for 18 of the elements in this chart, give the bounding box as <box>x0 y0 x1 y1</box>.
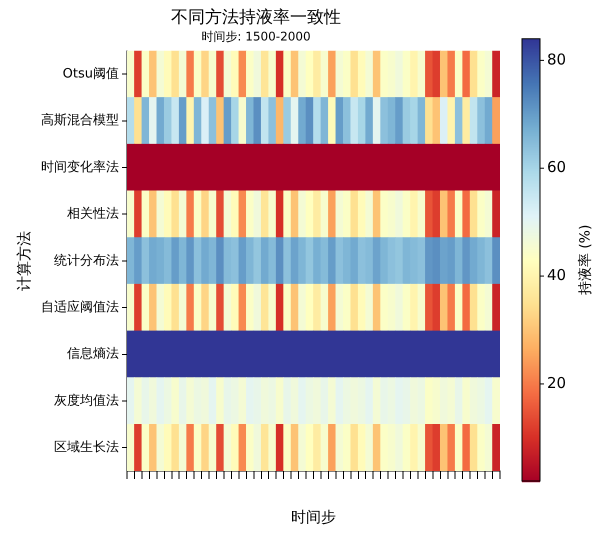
y-tick-label: 灰度均值法 <box>54 392 119 408</box>
y-tick-label: 信息熵法 <box>67 346 119 362</box>
y-axis-title: 计算方法 <box>14 230 33 291</box>
color-bar-label: 20 <box>547 374 566 392</box>
color-bar-label: 80 <box>547 50 566 68</box>
chart-title: 不同方法持液率一致性 <box>171 8 341 28</box>
y-tick-label: 统计分布法 <box>54 253 119 268</box>
y-tick-label: 时间变化率法 <box>41 158 119 175</box>
color-bar-label: 40 <box>547 266 566 284</box>
x-axis-title: 时间步 <box>291 508 336 526</box>
chart-subtitle: 时间步: 1500-2000 <box>201 30 311 44</box>
color-bar-label: 60 <box>547 158 566 176</box>
y-tick-label: 高斯混合模型 <box>41 112 119 128</box>
y-tick-label: Otsu阈值 <box>62 66 119 82</box>
color-bar-title: 持液率 (%) <box>578 224 594 296</box>
y-tick-label: 相关性法 <box>67 206 119 222</box>
y-tick-label: 自适应阈值法 <box>41 298 119 315</box>
y-tick-label: 区域生长法 <box>54 440 119 456</box>
